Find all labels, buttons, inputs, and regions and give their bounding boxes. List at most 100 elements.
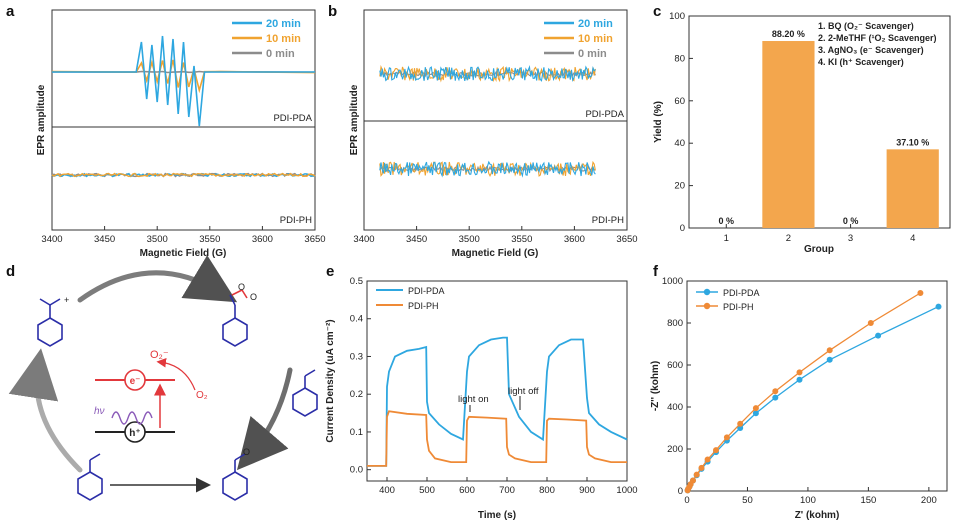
panel-b-ylabel: EPR amplitude (349, 84, 360, 155)
panel-b-xlabel: Magnetic Field (G) (452, 248, 539, 259)
legend-b-0-label: 0 min (578, 48, 607, 60)
panel-e-xtick-label-6: 1000 (616, 485, 637, 496)
bar-group-4 (886, 149, 939, 228)
panel-f-ytick-label-3: 600 (667, 360, 683, 371)
panel-e-ylabel: Current Density (uA cm⁻²) (325, 319, 336, 442)
panel-f-point-PDI-PH-13 (796, 369, 803, 376)
panel-c-xtick-label-0: 1 (724, 233, 729, 244)
legend-b-20-label: 20 min (578, 18, 613, 30)
bar-value-label-3: 0 % (843, 216, 859, 226)
panel-b-frame (363, 9, 628, 231)
panel-c-ytick-label-2: 40 (674, 138, 685, 149)
panel-e-xlabel: Time (s) (478, 510, 516, 521)
panel-b-xtick-label-0: 3400 (353, 234, 374, 245)
legend-f-pda-label: PDI-PDA (723, 288, 760, 298)
cation-plus: + (64, 295, 69, 305)
panel-f-xtick-label-4: 200 (921, 495, 937, 506)
legend-e-ph-label: PDI-PH (408, 301, 439, 311)
panel-a-frame (51, 9, 316, 231)
panel-b-bottom-series-20-min (379, 160, 596, 178)
peroxide-group (231, 289, 248, 299)
panel-f-point-PDI-PH-11 (752, 405, 759, 412)
superoxide-label: O₂⁻ (150, 349, 169, 361)
panel-e-ytick-label-4: 0.4 (350, 314, 363, 325)
legend-f-ph-marker (703, 302, 711, 310)
panel-f-frame (686, 280, 948, 492)
panel-c-notes: 1. BQ (O₂⁻ Scavenger) 2. 2-MeTHF (¹O₂ Sc… (818, 21, 937, 67)
panel-e-ytick-label-2: 0.2 (350, 389, 363, 400)
panel-b-top-series-20-min (379, 65, 596, 82)
panel-d-letter: d (6, 263, 15, 280)
panel-e-xtick-label-1: 500 (419, 485, 435, 496)
panel-e-xtick-label-0: 400 (379, 485, 395, 496)
panel-a: a 3400 3450 3500 3550 3600 3650 Magnetic Fiel… (6, 3, 326, 259)
arrow-top (77, 255, 238, 303)
panel-f-point-PDI-PDA-16 (935, 303, 942, 310)
panel-a-xtick-label-1: 3450 (94, 234, 115, 245)
panel-a-legend: 20 min 10 min 0 min (232, 18, 301, 60)
panel-a-xtick-label-5: 3650 (304, 234, 325, 245)
molecule-sulfide-right (292, 369, 318, 417)
panel-a-ylabel: EPR amplitude (36, 84, 47, 155)
note-2: 2. 2-MeTHF (¹O₂ Scavenger) (818, 33, 937, 43)
annot-light-on: light on (458, 394, 489, 405)
panel-a-xtick-label-0: 3400 (41, 234, 62, 245)
panel-e-xtick-label-5: 900 (579, 485, 595, 496)
panel-f-ytick-label-5: 1000 (662, 276, 683, 287)
electron-label: e⁻ (130, 376, 141, 387)
panel-b-xtick-label-4: 3600 (564, 234, 585, 245)
o2-reduction-arrow (156, 357, 196, 391)
panel-f-point-PDI-PDA-12 (772, 394, 779, 401)
panel-f-point-PDI-PDA-14 (826, 356, 833, 363)
panel-f-point-PDI-PH-6 (698, 464, 705, 471)
sulfoxide-o-label: O (243, 447, 250, 457)
panel-c-letter: c (653, 3, 661, 20)
panel-a-xlabel: Magnetic Field (G) (140, 248, 227, 259)
molecule-cation-radical (37, 298, 63, 347)
panel-f-ytick-label-1: 200 (667, 444, 683, 455)
panel-c-ytick-label-3: 60 (674, 96, 685, 107)
panel-c-ytick-label-1: 20 (674, 181, 685, 192)
legend-e-pda-label: PDI-PDA (408, 286, 445, 296)
panel-c-xtick-label-3: 4 (910, 233, 915, 244)
panel-f-letter: f (653, 263, 659, 280)
molecule-sulfide-left (77, 453, 103, 501)
panel-f-line-PDI-PDA (686, 306, 939, 491)
panel-f-point-PDI-PDA-11 (752, 410, 759, 417)
panel-b-letter: b (328, 3, 337, 20)
panel-c-ytick-label-5: 100 (669, 11, 685, 22)
panel-f-xtick-label-3: 150 (860, 495, 876, 506)
panel-e-frame (366, 280, 628, 482)
note-4: 4. KI (h⁺ Scavenger) (818, 57, 904, 67)
panel-f-xtick-label-1: 50 (742, 495, 753, 506)
panel-f-ylabel: -Z'' (kohm) (650, 361, 661, 411)
electron-circle (124, 369, 146, 391)
panel-c-frame (688, 15, 951, 229)
panel-f: f 0 50 100 150 200 0 200 400 600 800 1000 Z' (kohm… (650, 263, 948, 521)
panel-f-line-PDI-PH (686, 292, 921, 491)
panel-a-letter: a (6, 3, 15, 20)
panel-f-point-PDI-PH-10 (737, 420, 744, 427)
panel-e-ytick-label-1: 0.1 (350, 427, 363, 438)
panel-b-xtick-label-1: 3450 (406, 234, 427, 245)
panel-f-point-PDI-PH-16 (917, 290, 924, 296)
panel-b-legend: 20 min 10 min 0 min (544, 18, 613, 60)
panel-f-point-PDI-PH-4 (690, 477, 696, 484)
legend-f-pda-marker (703, 288, 711, 296)
panel-f-point-PDI-PDA-13 (796, 376, 803, 383)
annot-light-off: light off (508, 386, 539, 397)
panel-a-xtick-label-2: 3500 (147, 234, 168, 245)
bar-group-2 (762, 41, 815, 229)
panel-b-label-pdi-ph: PDI-PH (592, 215, 624, 226)
legend-b-10-label: 10 min (578, 33, 613, 45)
panel-c-ytick-label-0: 0 (680, 223, 685, 234)
panel-e-series-PDI-PH (367, 410, 627, 467)
hole-circle (124, 421, 146, 443)
panel-f-legend: PDI-PDA PDI-PH (696, 288, 760, 312)
panel-e-ytick-label-0: 0.0 (350, 465, 363, 476)
panel-e-xtick-label-4: 800 (539, 485, 555, 496)
panel-f-point-PDI-PH-5 (693, 471, 700, 478)
panel-b: b 3400 3450 3500 3550 3600 3650 Magnetic Fiel… (328, 3, 638, 259)
